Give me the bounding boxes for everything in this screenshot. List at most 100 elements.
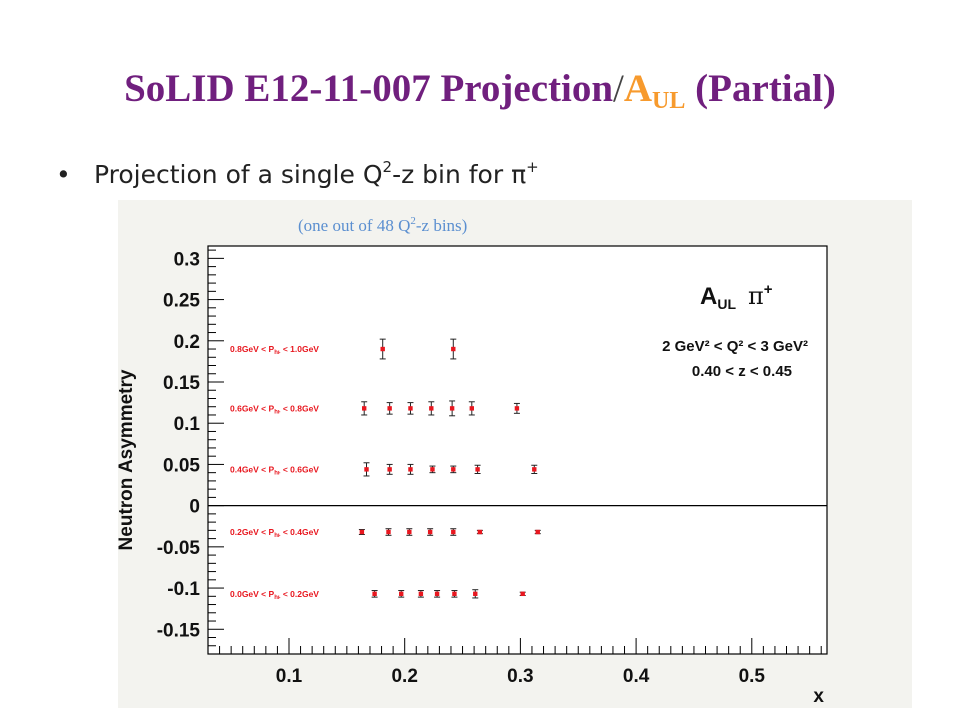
data-point bbox=[449, 400, 456, 417]
point-marker bbox=[429, 406, 434, 411]
y-tick-label: 0.3 bbox=[174, 249, 200, 270]
chart-subtitle-pre: (one out of 48 Q bbox=[298, 216, 410, 235]
series-label-sub: hⱶ bbox=[274, 409, 281, 415]
chart-subtitle: (one out of 48 Q2-z bins) bbox=[298, 215, 467, 235]
legend-z-line: 0.40 < z < 0.45 bbox=[692, 363, 792, 380]
series-label-0: 0.8GeV < Phⱶ < 1.0GeV bbox=[230, 344, 319, 356]
series-label-sub: hⱶ bbox=[274, 470, 281, 476]
legend-title-sup: + bbox=[764, 281, 773, 298]
point-marker bbox=[430, 467, 435, 472]
point-marker bbox=[364, 467, 369, 472]
data-point bbox=[531, 464, 538, 474]
data-point bbox=[472, 589, 479, 599]
x-tick-label: 0.5 bbox=[739, 666, 766, 687]
series-label-pre: 0.0GeV < P bbox=[230, 589, 275, 599]
data-point bbox=[363, 462, 370, 477]
series-label-pre: 0.8GeV < P bbox=[230, 344, 275, 354]
point-marker bbox=[449, 406, 455, 411]
series-label-post: < 0.8GeV bbox=[280, 403, 319, 413]
data-point bbox=[358, 529, 365, 535]
point-marker bbox=[372, 591, 377, 597]
y-tick-label: -0.1 bbox=[167, 579, 200, 600]
data-point bbox=[417, 590, 424, 598]
title-main: SoLID E12-11-007 Projection bbox=[124, 67, 614, 110]
series-label-post: < 1.0GeV bbox=[280, 344, 319, 354]
point-marker bbox=[520, 591, 525, 597]
y-tick-label: 0.1 bbox=[174, 414, 201, 435]
data-point bbox=[451, 590, 458, 598]
chart-subtitle-rest: -z bins) bbox=[416, 216, 467, 235]
bullet-sup: 2 bbox=[382, 158, 393, 176]
point-marker bbox=[452, 591, 457, 597]
series-label-post: < 0.6GeV bbox=[280, 464, 319, 474]
title-tail: (Partial) bbox=[685, 67, 836, 110]
series-label-sub: hⱶ bbox=[274, 350, 281, 356]
point-marker bbox=[451, 467, 456, 472]
data-point bbox=[361, 401, 368, 416]
point-marker bbox=[475, 467, 480, 472]
data-point bbox=[519, 591, 526, 597]
series-label-pre: 0.4GeV < P bbox=[230, 464, 275, 474]
point-marker bbox=[535, 529, 540, 535]
point-marker bbox=[473, 591, 478, 597]
point-marker bbox=[408, 467, 413, 472]
y-tick-label: 0.05 bbox=[163, 455, 200, 476]
title-ul: UL bbox=[652, 88, 686, 114]
point-marker bbox=[451, 529, 456, 535]
y-tick-label: 0.2 bbox=[174, 332, 200, 353]
y-tick-label: 0.25 bbox=[163, 291, 200, 312]
point-marker bbox=[418, 591, 424, 597]
series-label-3: 0.2GeV < Phⱶ < 0.4GeV bbox=[230, 527, 319, 539]
bullet-item: • Projection of a single Q2-z bin for π+ bbox=[56, 158, 539, 190]
data-point bbox=[406, 528, 413, 536]
data-marks bbox=[358, 338, 541, 599]
y-tick-label: -0.15 bbox=[157, 620, 201, 641]
point-marker bbox=[434, 591, 440, 597]
bullet-text: Projection of a single Q bbox=[94, 160, 383, 189]
y-axis-label: Neutron Asymmetry bbox=[118, 369, 137, 550]
point-marker bbox=[361, 406, 367, 411]
slide-title: SoLID E12-11-007 Projection/AUL (Partial… bbox=[0, 66, 960, 114]
point-marker bbox=[451, 346, 456, 352]
point-marker bbox=[386, 529, 391, 535]
series-label-post: < 0.4GeV bbox=[280, 527, 319, 537]
point-marker bbox=[387, 467, 392, 472]
series-label-4: 0.0GeV < Phⱶ < 0.2GeV bbox=[230, 589, 319, 601]
data-point bbox=[450, 528, 457, 536]
data-point bbox=[434, 590, 441, 598]
x-tick-label: 0.1 bbox=[276, 666, 303, 687]
series-label-pre: 0.2GeV < P bbox=[230, 527, 275, 537]
point-marker bbox=[427, 529, 433, 535]
point-marker bbox=[399, 591, 404, 597]
y-tick-label: -0.05 bbox=[157, 538, 201, 559]
legend-box: AUL π+ 2 GeV² < Q² < 3 GeV² 0.40 < z < 0.… bbox=[662, 281, 808, 380]
data-point bbox=[371, 590, 378, 598]
series-label-post: < 0.2GeV bbox=[280, 589, 319, 599]
x-tick-label: 0.4 bbox=[623, 666, 650, 687]
point-marker bbox=[407, 529, 412, 535]
data-point bbox=[386, 463, 393, 475]
bullet-sup2: + bbox=[526, 158, 539, 176]
data-point bbox=[385, 528, 392, 536]
x-tick-label: 0.2 bbox=[391, 666, 417, 687]
series-label-pre: 0.6GeV < P bbox=[230, 403, 275, 413]
data-point bbox=[513, 402, 520, 414]
data-point bbox=[407, 402, 414, 415]
point-marker bbox=[359, 529, 365, 535]
legend-title-sub: UL bbox=[717, 296, 736, 312]
title-slash: / bbox=[613, 67, 624, 110]
point-marker bbox=[380, 346, 385, 352]
data-point bbox=[450, 465, 457, 474]
axes: -0.15 -0.1 -0.05 0 0.05 0.1 0.15 0.2 0.25 0.3 0.1 0… bbox=[157, 249, 827, 687]
data-point bbox=[379, 338, 386, 360]
chart-figure: (one out of 48 Q2-z bins) -0.15 -0.1 -0.05… bbox=[118, 200, 912, 708]
data-point bbox=[534, 529, 541, 535]
point-marker bbox=[469, 406, 474, 411]
legend-title: AUL π+ bbox=[700, 281, 773, 312]
data-point bbox=[386, 402, 393, 415]
legend-title-pi: π bbox=[748, 282, 764, 310]
x-axis-label: x bbox=[813, 686, 824, 707]
data-point bbox=[468, 401, 475, 416]
point-marker bbox=[477, 529, 483, 535]
